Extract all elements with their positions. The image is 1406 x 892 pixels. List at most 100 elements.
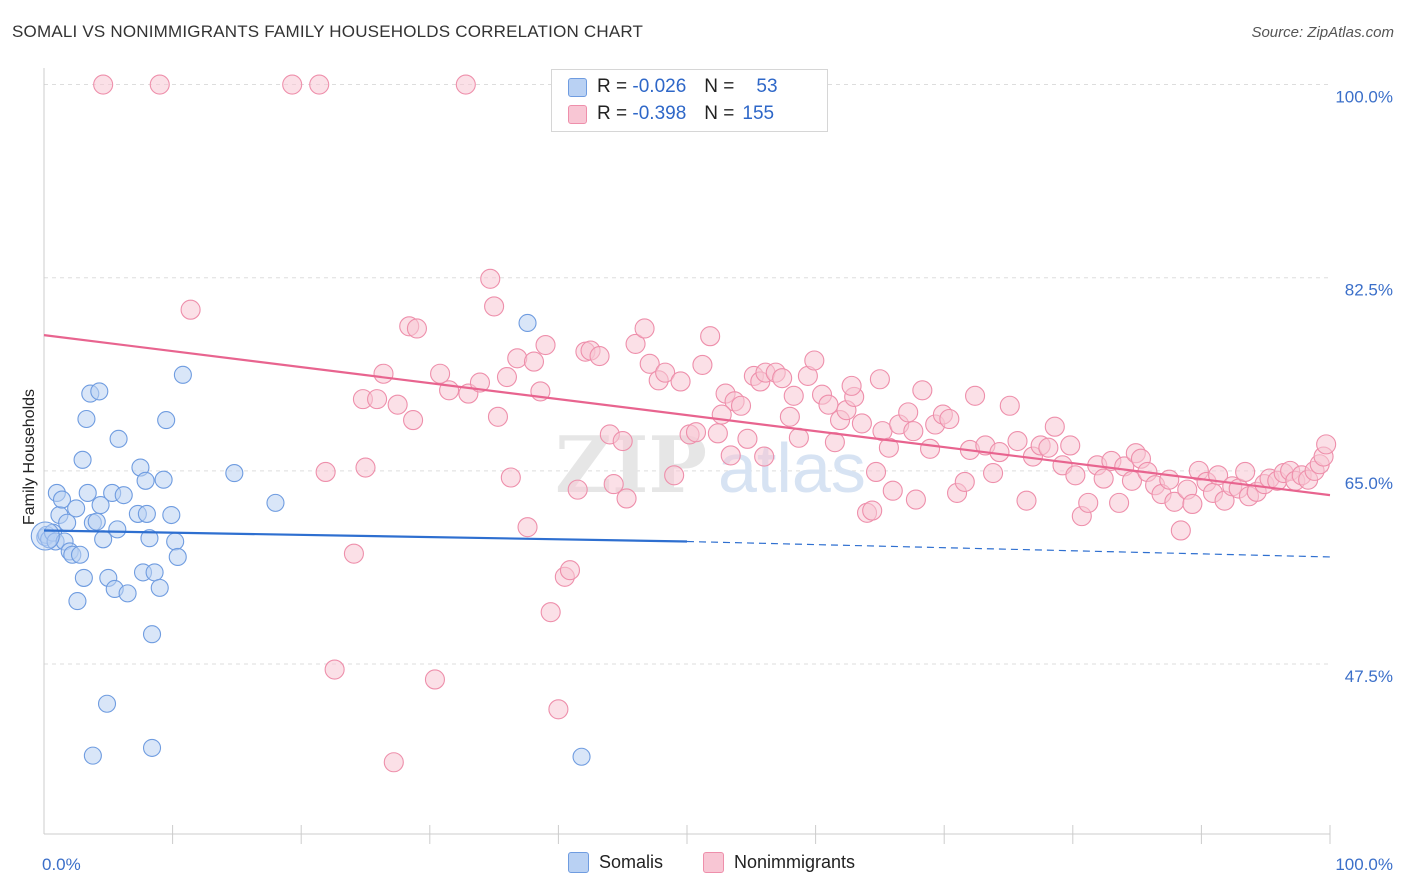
data-point — [720, 445, 741, 466]
data-point — [692, 354, 713, 375]
data-point — [772, 368, 793, 389]
chart-source: Source: ZipAtlas.com — [1251, 24, 1394, 41]
data-point — [355, 457, 376, 478]
data-point — [788, 427, 809, 448]
somalis-n-value: 53 — [756, 76, 778, 97]
data-point — [920, 438, 941, 459]
data-point — [266, 493, 285, 512]
data-point — [145, 563, 164, 582]
stats-row-nonimmigrants: R = -0.398 N = 155 — [568, 102, 774, 126]
data-point — [424, 669, 445, 690]
data-point — [142, 625, 162, 644]
data-point — [108, 520, 127, 539]
data-point — [343, 543, 364, 564]
data-point — [664, 465, 685, 486]
data-point — [77, 409, 96, 429]
data-point — [535, 334, 556, 356]
n-label: N = — [704, 103, 735, 124]
data-point — [779, 406, 800, 427]
x-tick-label-min: 0.0% — [42, 855, 81, 874]
data-point — [818, 394, 839, 415]
legend-item-nonimmigrants[interactable]: Nonimmigrants — [703, 852, 855, 873]
data-point — [455, 74, 476, 95]
nonimmigrants-swatch — [568, 104, 587, 124]
data-point — [707, 423, 728, 444]
data-point — [878, 437, 899, 458]
somalis-trend-extension — [686, 540, 1331, 558]
data-point — [150, 578, 169, 597]
data-point — [94, 530, 113, 549]
data-point — [157, 411, 176, 430]
data-point — [865, 461, 887, 483]
data-point — [559, 560, 581, 581]
nonimmigrants-n-value: 155 — [742, 103, 775, 124]
data-point — [655, 362, 676, 383]
data-point — [612, 431, 633, 452]
data-point — [685, 422, 707, 443]
stats-box: R = -0.026 N = 53 R = -0.398 N = 155 — [551, 69, 828, 132]
data-point — [70, 545, 90, 564]
data-point — [373, 363, 394, 384]
data-point — [52, 490, 72, 509]
data-point — [1078, 492, 1099, 513]
data-point — [406, 318, 427, 339]
nonimmigrants-trend-line — [43, 334, 1331, 497]
data-point — [487, 406, 509, 427]
data-point — [87, 512, 106, 531]
r-label: R = — [597, 76, 628, 97]
data-point — [1044, 416, 1065, 437]
data-point — [91, 496, 110, 515]
legend-nonimmigrants-swatch — [703, 852, 724, 873]
data-point — [634, 318, 655, 339]
trend-lines — [43, 334, 1331, 558]
stats-row-somalis: R = -0.026 N = 53 — [568, 75, 778, 99]
chart-title: SOMALI VS NONIMMIGRANTS FAMILY HOUSEHOLD… — [12, 22, 644, 41]
data-point — [540, 602, 561, 623]
data-point — [142, 738, 162, 757]
data-point — [136, 471, 155, 490]
data-point — [154, 470, 173, 489]
data-point — [1235, 461, 1256, 483]
data-point — [783, 385, 804, 406]
data-point — [109, 429, 128, 448]
data-point — [93, 74, 114, 95]
data-point — [315, 461, 336, 483]
data-point — [1316, 434, 1337, 455]
data-point — [954, 471, 975, 492]
data-point — [1159, 469, 1180, 490]
data-point — [616, 488, 637, 509]
data-point — [387, 394, 408, 415]
x-tick-label-max: 100.0% — [1335, 855, 1393, 874]
data-point — [282, 74, 303, 95]
data-point — [730, 395, 752, 416]
data-point — [737, 428, 758, 449]
data-point — [625, 333, 646, 354]
data-point — [430, 363, 451, 384]
data-point — [324, 659, 345, 680]
data-point — [670, 371, 691, 392]
legend-somalis-label: Somalis — [599, 852, 664, 872]
data-point — [639, 353, 660, 374]
data-point — [1007, 431, 1028, 452]
data-point-cluster — [30, 521, 60, 551]
r-label: R = — [597, 103, 628, 124]
data-point — [700, 326, 721, 347]
y-tick-label: 100.0% — [1335, 88, 1393, 107]
somalis-r-value: -0.026 — [632, 76, 687, 97]
data-point — [824, 432, 845, 453]
legend-somalis-swatch — [568, 852, 589, 873]
somalis-points — [30, 313, 591, 766]
data-point — [484, 296, 505, 317]
data-point — [882, 480, 903, 501]
data-point — [1065, 465, 1086, 486]
data-point — [83, 746, 102, 765]
data-point — [1093, 468, 1114, 489]
data-point — [589, 346, 610, 367]
data-point — [118, 584, 137, 603]
legend-item-somalis[interactable]: Somalis — [568, 852, 663, 873]
data-point — [309, 74, 330, 95]
data-point — [841, 375, 862, 396]
nonimmigrants-r-value: -0.398 — [632, 103, 687, 124]
data-point — [905, 489, 926, 510]
